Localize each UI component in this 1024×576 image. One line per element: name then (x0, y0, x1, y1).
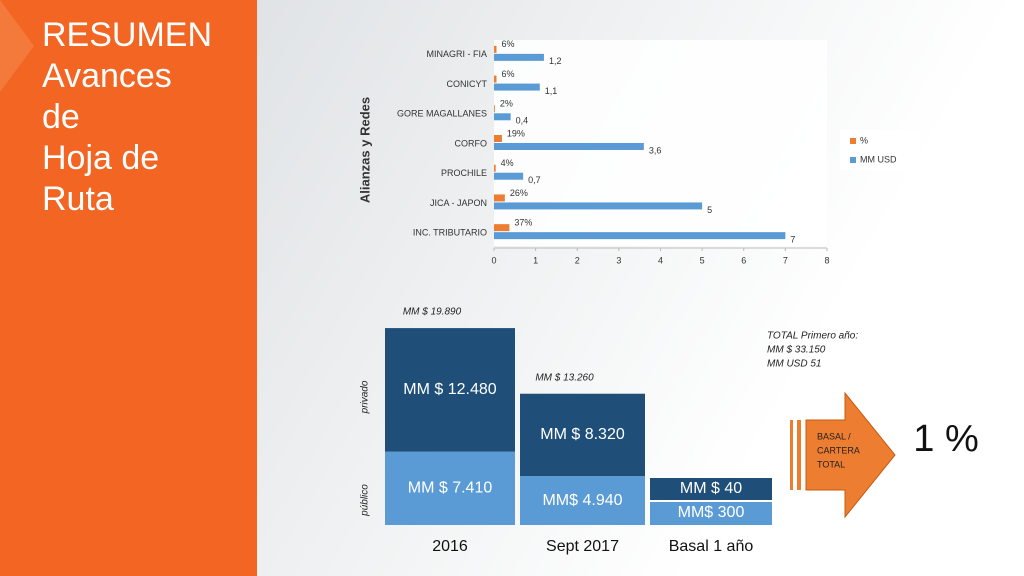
total-label: MM $ 19.890 (403, 307, 462, 318)
data-label: MM $ 8.320 (540, 426, 625, 443)
data-label: 6% (501, 39, 514, 49)
bar-segment (520, 476, 645, 525)
label-band (650, 478, 772, 500)
data-label: 26% (510, 188, 528, 198)
x-tick-label: 5 (700, 255, 705, 265)
legend-bg (840, 130, 920, 170)
x-tick-label: 1 (533, 255, 538, 265)
bar (494, 105, 495, 113)
annotation: MM $ 33.150 (767, 345, 826, 356)
annotation: TOTAL Primero año: (767, 331, 858, 342)
arrow-stripe (797, 420, 801, 490)
side-panel (0, 0, 257, 576)
data-label: 1,2 (549, 56, 562, 66)
bar (494, 143, 644, 150)
series-name: público (360, 484, 371, 517)
legend-swatch (850, 138, 856, 144)
x-tick-label: 0 (491, 255, 496, 265)
data-label: 3,6 (649, 145, 662, 155)
bar (494, 83, 540, 91)
y-axis-label: Alianzas y Redes (357, 97, 372, 203)
slide-title: Hoja de (42, 139, 159, 177)
arrow-label: TOTAL (817, 459, 845, 469)
bar-segment (385, 451, 515, 525)
slide-title: Ruta (42, 180, 114, 218)
arrow (805, 391, 896, 519)
annotation: MM USD 51 (767, 359, 821, 370)
y-tick-label: PROCHILE (441, 168, 487, 178)
bar (494, 164, 496, 172)
bar (494, 75, 497, 83)
bar (494, 45, 497, 53)
x-tick-label: 3 (616, 255, 621, 265)
x-tick-label: 6 (741, 255, 746, 265)
data-label: 0,7 (528, 175, 541, 185)
y-tick-label: MINAGRI - FIA (427, 49, 488, 59)
data-label: 37% (514, 218, 532, 228)
legend-swatch (850, 157, 856, 163)
y-tick-label: INC. TRIBUTARIO (413, 228, 487, 238)
bar-segment (385, 328, 515, 452)
total-label: MM $ 13.260 (535, 372, 594, 383)
slide-title: Avances (42, 57, 172, 95)
x-tick-label: 2 (575, 255, 580, 265)
slide-title: RESUMEN (42, 16, 212, 54)
data-label: MM $ 12.480 (403, 381, 496, 398)
bar (494, 172, 524, 180)
x-tick-label: 2016 (432, 538, 468, 555)
x-tick-label: 4 (658, 255, 663, 265)
x-tick-label: Basal 1 año (669, 538, 754, 555)
bar (494, 232, 786, 240)
data-label: MM $ 7.410 (408, 480, 493, 497)
data-label: 0,4 (516, 116, 529, 126)
big-annotation: 1 % (913, 418, 978, 460)
arrow-stripe (790, 420, 793, 490)
data-label: MM$ 300 (678, 504, 745, 521)
arrow-label: CARTERA (817, 445, 860, 455)
y-tick-label: CORFO (455, 138, 488, 148)
arrow-label: BASAL / (817, 431, 851, 441)
data-label: MM $ 40 (680, 480, 742, 497)
side-chevron (0, 0, 34, 92)
bar (494, 194, 505, 202)
label-band (650, 502, 772, 524)
bar (494, 53, 544, 61)
data-label: MM$ 4.940 (542, 492, 622, 509)
data-label: 7 (790, 235, 795, 245)
data-label: 2% (500, 99, 513, 109)
legend-label: MM USD (860, 154, 897, 164)
bar-segment (520, 393, 645, 477)
y-tick-label: JICA - JAPON (430, 198, 487, 208)
data-label: 5 (707, 205, 712, 215)
x-tick-label: Sept 2017 (546, 538, 619, 555)
y-tick-label: GORE MAGALLANES (397, 109, 487, 119)
x-tick-label: 7 (783, 255, 788, 265)
data-label: 1,1 (545, 86, 558, 96)
legend-label: % (860, 135, 868, 145)
y-tick-label: CONICYT (447, 79, 488, 89)
slide-title: de (42, 98, 80, 136)
data-label: 4% (501, 158, 514, 168)
series-name: privado (360, 380, 371, 414)
data-label: 6% (501, 69, 514, 79)
bar (494, 224, 510, 232)
bar (494, 202, 703, 210)
data-label: 19% (507, 128, 525, 138)
bar (494, 135, 502, 142)
x-tick-label: 8 (824, 255, 829, 265)
bar (494, 113, 511, 121)
